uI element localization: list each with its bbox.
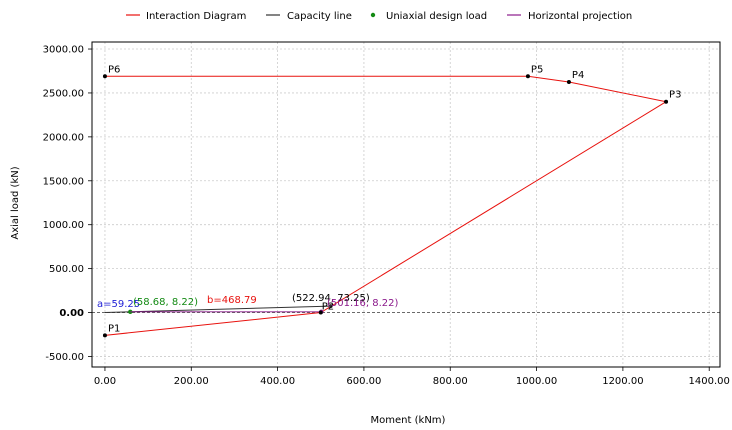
y-tick-label: 0.00	[59, 308, 84, 319]
legend-swatch-uniaxial	[370, 12, 376, 18]
annotation-label: (522.94, 73.25)	[292, 293, 370, 304]
point-marker-p4	[566, 79, 571, 84]
x-tick-label: 400.00	[260, 376, 295, 387]
y-axis-title: Axial load (kN)	[10, 166, 21, 239]
annotation-label: (58.68, 8.22)	[133, 297, 198, 308]
interaction-diagram-line	[104, 75, 668, 336]
legend-label-uniaxial: Uniaxial design load	[386, 11, 487, 22]
point-label-p1: P1	[108, 323, 120, 334]
x-tick-label: 1200.00	[602, 376, 643, 387]
point-marker-p1	[102, 333, 107, 338]
annotation-label: b=468.79	[207, 295, 257, 306]
y-tick-label: 1000.00	[43, 220, 84, 231]
x-tick-label: 1000.00	[516, 376, 557, 387]
point-label-p2: P2	[322, 302, 334, 313]
point-label-p4: P4	[572, 70, 584, 81]
y-tick-label: 3000.00	[43, 45, 84, 56]
x-tick-label: 1400.00	[689, 376, 730, 387]
legend-label-interaction: Interaction Diagram	[146, 11, 246, 22]
x-axis-title: Moment (kNm)	[371, 415, 446, 426]
y-tick-label: 2500.00	[43, 88, 84, 99]
x-tick-label: 600.00	[346, 376, 381, 387]
y-tick-label: 500.00	[49, 264, 84, 275]
point-marker-p3	[664, 99, 669, 104]
point-label-p6: P6	[108, 64, 120, 75]
tick-layer: 0.00 200.00 400.00 600.00 800.00 1000.00 1200.…	[43, 45, 730, 387]
point-marker-p2	[318, 310, 323, 315]
annotation-layer: a=59.25(58.68, 8.22) b=468.79 (522.94, 73.…	[97, 293, 399, 310]
y-tick-label: 2000.00	[43, 132, 84, 143]
x-tick-label: 200.00	[174, 376, 209, 387]
capacity-line-end-point	[328, 304, 333, 309]
grid-layer	[92, 42, 720, 367]
point-label-p5: P5	[531, 64, 543, 75]
plot-frame	[91, 41, 721, 368]
chart-legend: Interaction Diagram Capacity line Uniaxi…	[126, 11, 632, 22]
x-tick-label: 800.00	[433, 376, 468, 387]
point-marker-p6	[102, 74, 107, 79]
annotation-label: a=59.25	[97, 299, 140, 310]
legend-label-capacity: Capacity line	[287, 11, 352, 22]
legend-label-horizontal: Horizontal projection	[528, 11, 632, 22]
y-tick-label: 1500.00	[43, 176, 84, 187]
point-marker-p5	[525, 74, 530, 79]
y-tick-label: -500.00	[45, 352, 84, 363]
x-tick-label: 0.00	[94, 376, 116, 387]
marker-layer: P1 P2 P3 P4 P5 P6	[102, 64, 681, 338]
annotation-label: (501.16, 8.22)	[327, 298, 399, 309]
point-label-p3: P3	[669, 90, 681, 101]
